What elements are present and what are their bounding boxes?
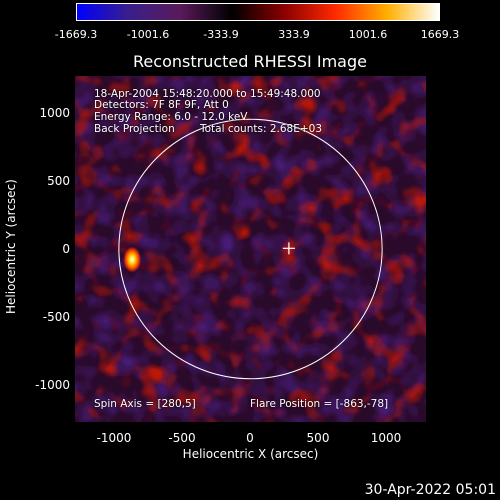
colorbar-tick: -1001.6 — [126, 28, 170, 41]
colorbar-tick: -333.9 — [203, 28, 239, 41]
x-tick-label: -500 — [168, 431, 196, 445]
detectors: Detectors: 7F 8F 9F, Att 0 — [94, 99, 229, 111]
x-axis-label: Heliocentric X (arcsec) — [182, 447, 319, 461]
flare-source — [123, 246, 142, 273]
energy-range: Energy Range: 6.0 - 12.0 keV — [94, 111, 248, 123]
time-range: 18-Apr-2004 15:48:20.000 to 15:49:48.000 — [94, 88, 321, 100]
colorbar-tick: 1669.3 — [420, 28, 460, 41]
colorbar-tick: -1669.3 — [54, 28, 98, 41]
image-title: Reconstructed RHESSI Image — [133, 52, 367, 71]
x-tick-label: -1000 — [96, 431, 132, 445]
colorbar-tick: 333.9 — [278, 28, 310, 41]
solar-limb — [118, 118, 383, 380]
timestamp: 30-Apr-2022 05:01 — [364, 482, 496, 498]
method: Back Projection — [94, 123, 175, 135]
y-tick-label: -500 — [42, 310, 70, 324]
flare-position: Flare Position = [-863,-78] — [250, 398, 389, 410]
total-counts: Total counts: 2.68E+03 — [200, 123, 323, 135]
x-tick-label: 1000 — [370, 431, 402, 445]
colorbar-tick: 1001.6 — [348, 28, 388, 41]
rhessi-image — [75, 76, 426, 422]
x-tick-label: 500 — [306, 431, 330, 445]
rhessi-image-canvas — [75, 76, 426, 422]
spin-axis: Spin Axis = [280,5] — [94, 398, 196, 410]
y-tick-label: 0 — [62, 242, 70, 256]
y-tick-label: 500 — [47, 174, 70, 188]
colorbar — [76, 3, 440, 21]
y-tick-label: -1000 — [35, 378, 70, 392]
x-tick-label: 0 — [246, 431, 254, 445]
y-tick-label: 1000 — [39, 106, 70, 120]
y-axis-label: Heliocentric Y (arcsec) — [4, 179, 18, 314]
